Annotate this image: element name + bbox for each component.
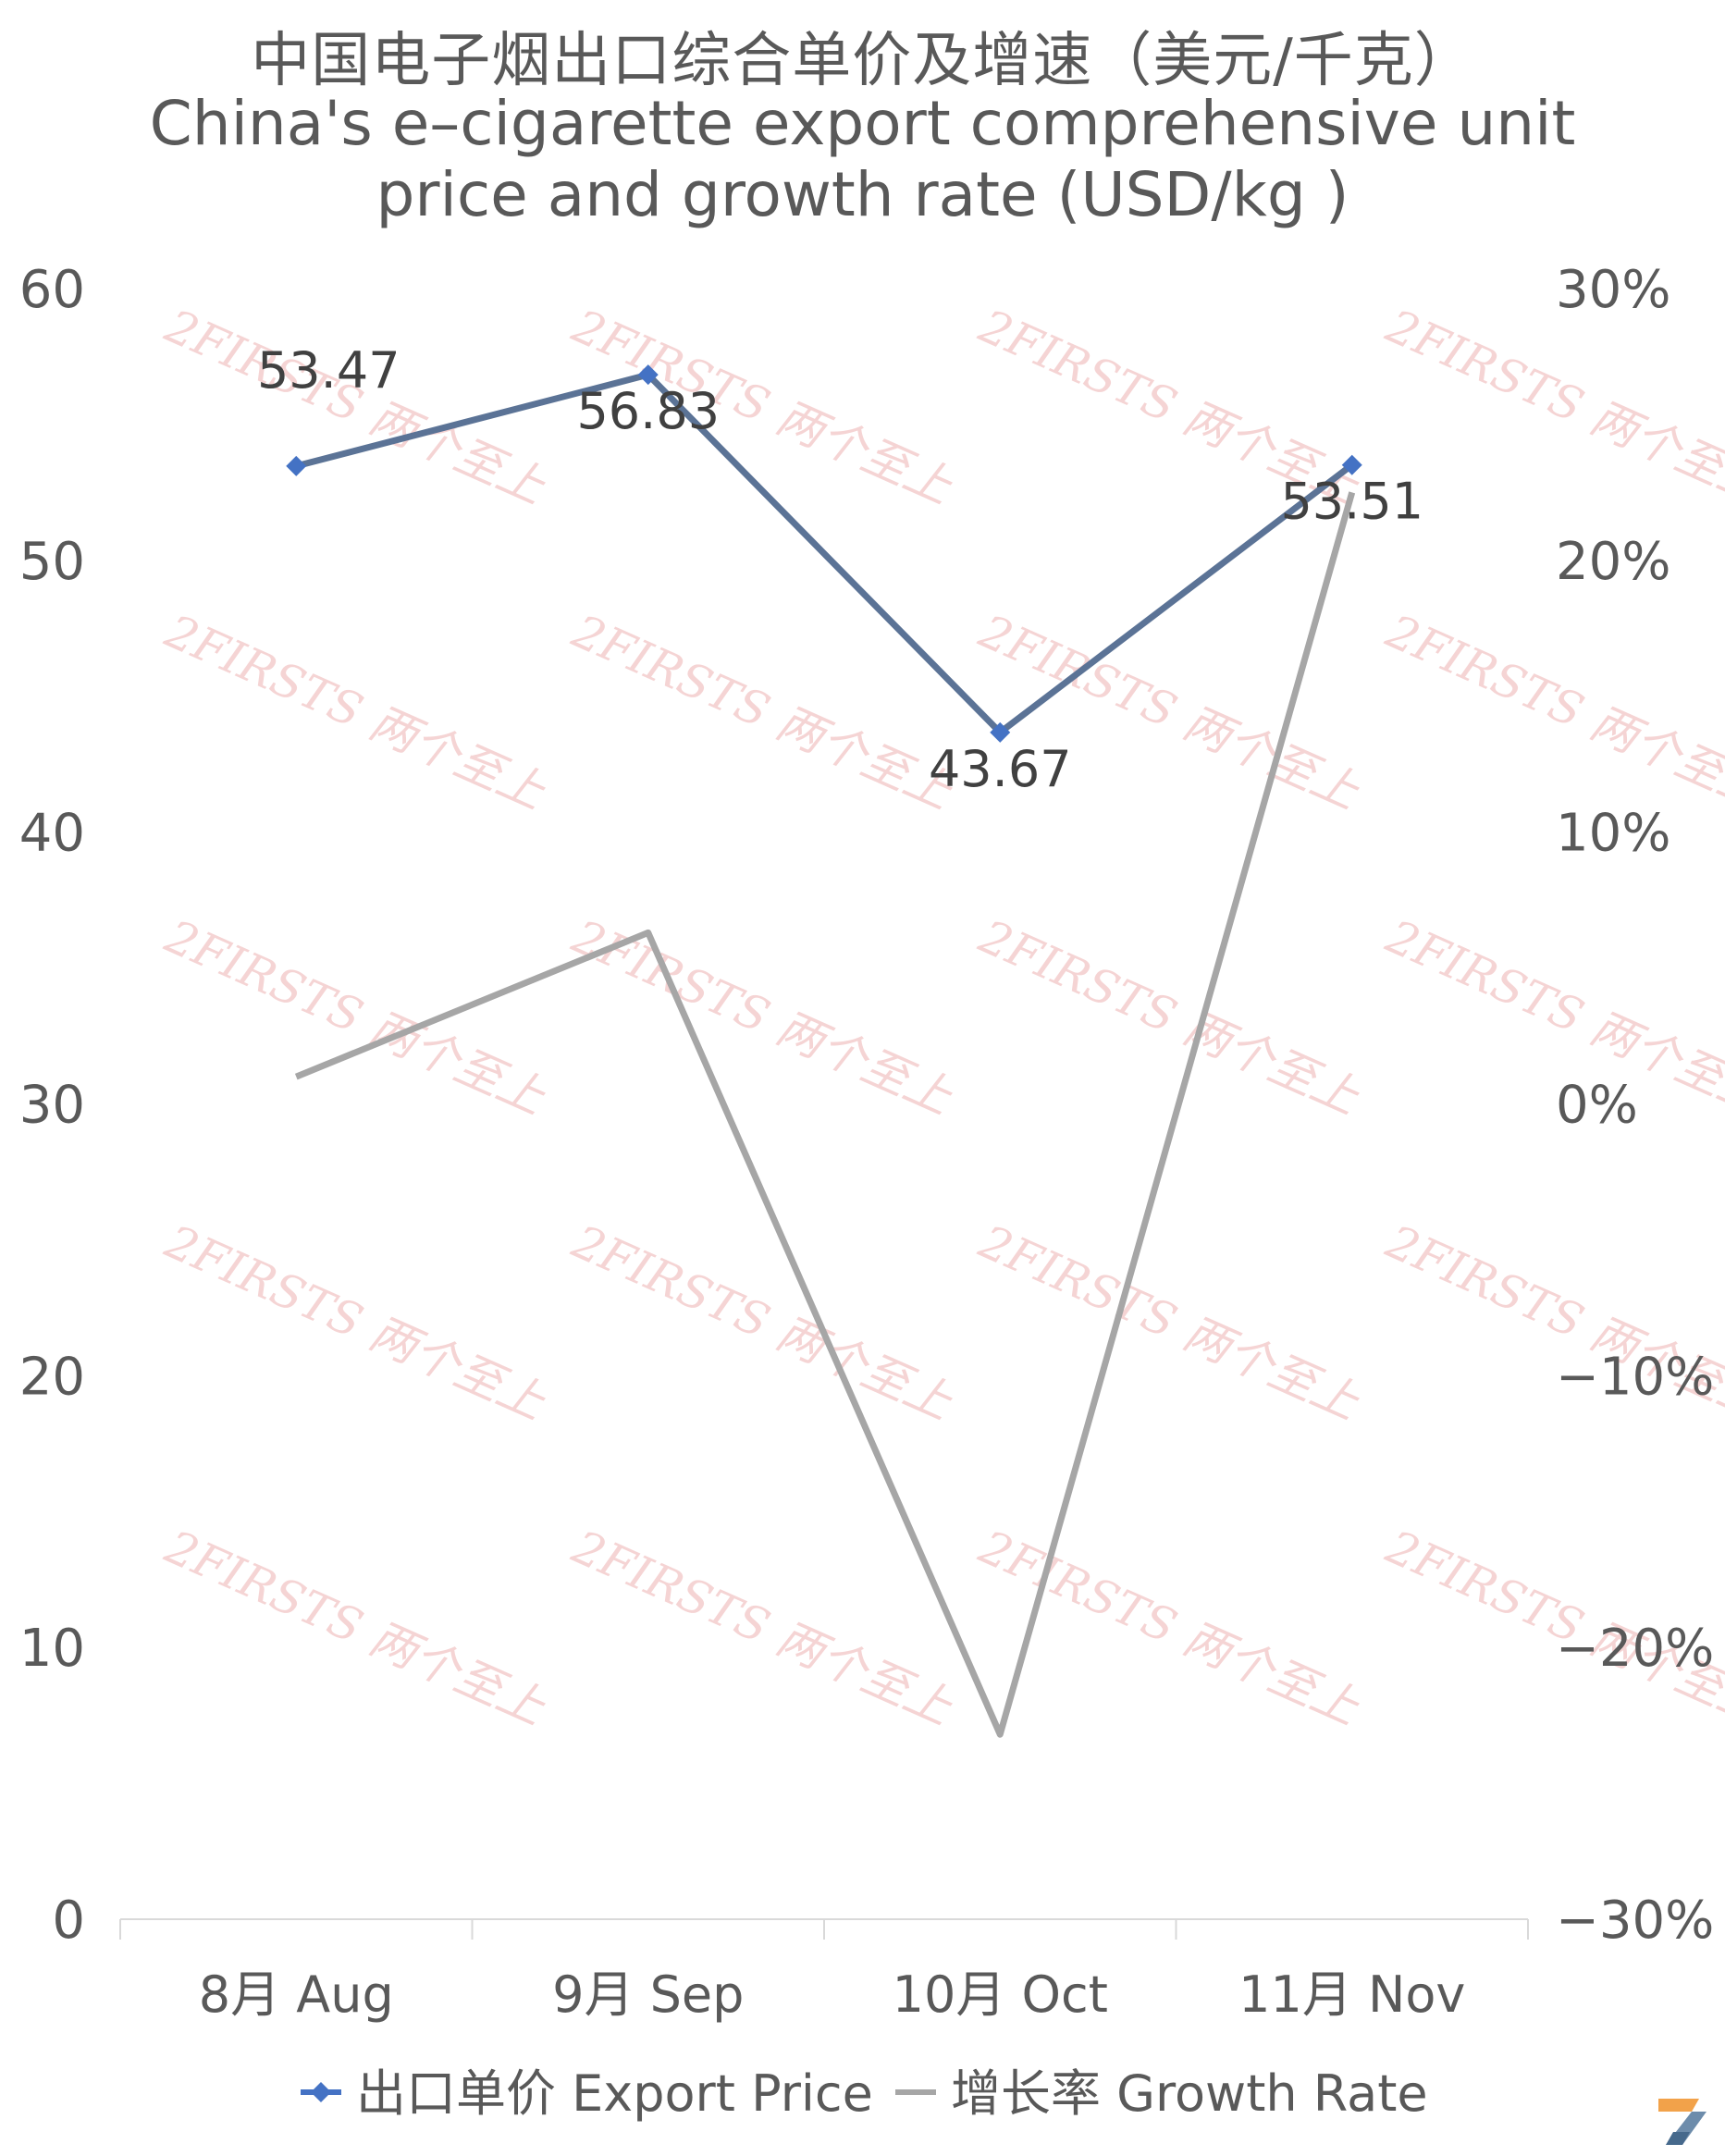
data-point-export-price [286,455,307,476]
y-left-tick-label: 30 [19,1076,85,1136]
y-left-tick-label: 20 [19,1347,85,1407]
chart-title-en-line1: China's e–cigarette export comprehensive… [149,88,1576,159]
chart-title-en-line2: price and growth rate (USD/kg ) [376,159,1349,230]
chart-title-zh: 中国电子烟出口综合单价及增速（美元/千克） [251,27,1474,95]
y-left-tick-label: 60 [19,260,85,320]
y-left-tick-label: 0 [52,1891,85,1951]
legend-marker-export-price [311,2082,331,2102]
data-point-export-price [637,364,659,386]
y-right-tick-label: 20% [1556,532,1670,592]
y-left-tick-label: 10 [19,1619,85,1679]
y-right-tick-label: −30% [1556,1891,1714,1951]
x-tick-label: 10月 Oct [893,1965,1108,2024]
series-line-export-price [295,371,1354,736]
y-left-tick-label: 40 [19,804,85,864]
y-right-tick-label: −20% [1556,1619,1714,1679]
data-label-export-price: 53.47 [257,341,400,400]
y-right-tick-label: −10% [1556,1347,1714,1407]
data-label-export-price: 53.51 [1280,473,1423,531]
y-left-tick-label: 50 [19,532,85,592]
data-point-export-price [990,721,1011,743]
brand-logo-icon [1658,2099,1707,2145]
x-tick-label: 8月 Aug [199,1965,394,2024]
y-right-tick-label: 30% [1556,260,1670,320]
data-point-export-price [1341,454,1362,475]
x-tick-label: 9月 Sep [552,1965,744,2024]
series-line-growth-rate [294,491,1356,1738]
legend-label-export-price: 出口单价 Export Price [356,2064,873,2123]
x-tick-label: 11月 Nov [1238,1965,1465,2024]
data-label-export-price: 43.67 [929,740,1072,798]
y-right-tick-label: 0% [1556,1076,1638,1136]
data-label-export-price: 56.83 [576,382,720,440]
y-right-tick-label: 10% [1556,804,1670,864]
legend-label-growth-rate: 增长率 Growth Rate [951,2064,1428,2123]
